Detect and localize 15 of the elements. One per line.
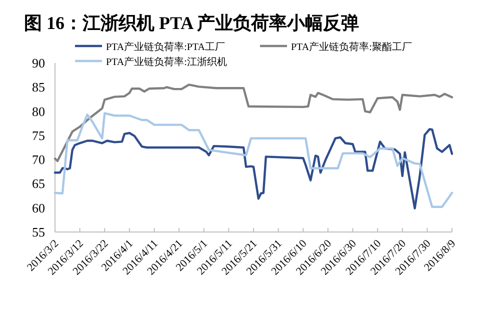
line-series bbox=[54, 128, 454, 210]
y-tick-label: 75 bbox=[32, 128, 45, 143]
y-tick-label: 60 bbox=[32, 200, 45, 216]
y-tick-label: 70 bbox=[32, 152, 45, 168]
line-series bbox=[54, 84, 454, 162]
legend-label: PTA产业链负荷率:聚酯工厂 bbox=[291, 41, 412, 53]
y-tick-label: 85 bbox=[32, 80, 45, 95]
y-tick-label: 65 bbox=[32, 176, 45, 192]
legend-label: PTA产业链负荷率:江浙织机 bbox=[106, 56, 227, 68]
chart-title: 图 16：江浙织机 PTA 产业负荷率小幅反弹 bbox=[24, 13, 360, 33]
y-tick-label: 90 bbox=[32, 56, 45, 70]
legend-label: PTA产业链负荷率:PTA工厂 bbox=[106, 41, 225, 53]
y-tick-label: 55 bbox=[32, 224, 45, 240]
line-series bbox=[54, 112, 454, 208]
y-tick-label: 80 bbox=[32, 104, 45, 119]
